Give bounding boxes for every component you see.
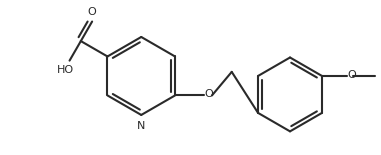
Text: HO: HO [57, 65, 74, 75]
Text: O: O [205, 89, 213, 99]
Text: O: O [88, 7, 96, 17]
Text: O: O [347, 70, 356, 80]
Text: N: N [137, 121, 146, 131]
